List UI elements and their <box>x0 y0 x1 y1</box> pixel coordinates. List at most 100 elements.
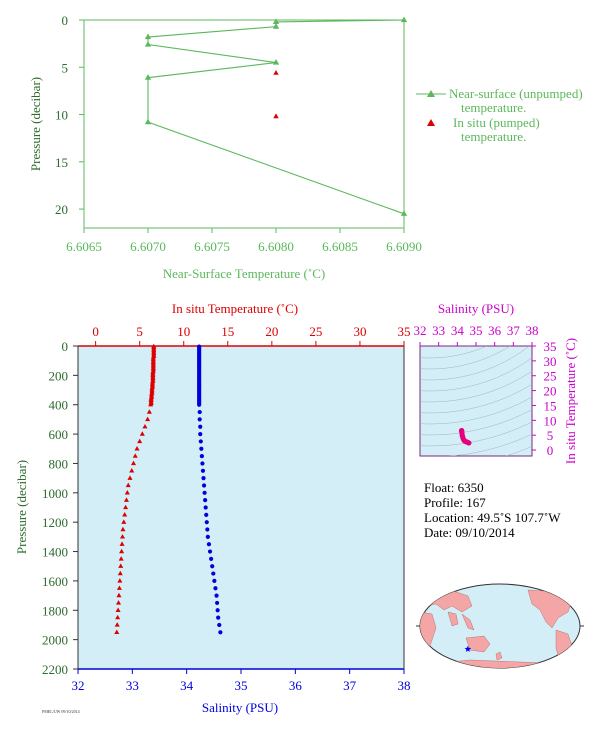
profile-top-tick-label: 10 <box>177 324 190 339</box>
profile-chart: 0 5 10 15 20 25 30 35 32 33 34 35 36 37 38 0 200 400 600… <box>14 301 411 715</box>
profile-top-tick-label: 30 <box>353 324 366 339</box>
near-surface-y-tick-label: 10 <box>55 108 68 123</box>
profile-top-tick-label: 5 <box>136 324 143 339</box>
salinity-point <box>215 608 220 613</box>
salinity-point <box>202 490 207 495</box>
profile-y-tick-label: 2000 <box>42 633 68 648</box>
profile-y-tick-label: 1600 <box>42 574 68 589</box>
ts-y-tick-label: 15 <box>544 398 557 413</box>
temperature-point <box>116 585 122 590</box>
salinity-point <box>212 578 217 584</box>
location: Location: 49.5˚S 107.7˚W <box>424 510 561 525</box>
profile-y-tick-label: 1800 <box>42 603 68 618</box>
legend-marker-pumped <box>427 119 435 126</box>
ts-plot-area <box>419 345 533 457</box>
near-surface-plot-area <box>83 19 405 229</box>
salinity-point <box>209 556 214 561</box>
temperature-point <box>115 614 121 620</box>
ts-y-axis-label: In situ Temperature (˚C) <box>563 338 578 464</box>
temperature-point <box>139 431 145 436</box>
temperature-point <box>137 438 143 444</box>
ts-y-tick-label: 30 <box>544 354 557 369</box>
temperature-point <box>120 526 126 532</box>
near-surface-x-tick-label: 6.6090 <box>386 239 422 254</box>
salinity-point <box>204 520 209 525</box>
temperature-point <box>127 475 133 480</box>
profile-y-tick-label: 600 <box>49 427 69 442</box>
near-surface-x-tick-label: 6.6075 <box>194 239 230 254</box>
ts-x-tick-label: 32 <box>414 323 427 338</box>
profile-bottom-tick-label: 37 <box>343 678 357 693</box>
float-location-marker <box>464 645 472 652</box>
world-map <box>416 583 584 669</box>
profile-bottom-tick-label: 32 <box>72 678 85 693</box>
ts-y-tick-label: 5 <box>547 428 554 443</box>
temperature-point <box>118 563 124 568</box>
temperature-point <box>119 534 126 539</box>
salinity-point <box>207 549 213 554</box>
ts-x-tick-label: 38 <box>526 323 539 338</box>
near-surface-chart: 6.6065 6.6070 6.6075 6.6080 6.6085 6.6090 0 5 1… <box>28 13 583 281</box>
ts-x-tick-label: 34 <box>451 323 465 338</box>
ts-y-tick-label: 20 <box>544 384 557 399</box>
salinity-point <box>213 586 218 591</box>
salinity-point <box>205 527 210 532</box>
temperature-point <box>119 541 125 546</box>
ts-y-tick-label: 0 <box>547 443 554 458</box>
profile-y-tick-label: 1000 <box>42 486 68 501</box>
near-surface-y-tick-label: 20 <box>55 202 68 217</box>
near-surface-unpumped-point <box>272 23 280 29</box>
profile-plot-area <box>78 346 404 669</box>
near-surface-legend: Near-surface (unpumped) temperature. In s… <box>416 86 583 144</box>
salinity-point <box>197 402 202 407</box>
legend-label-pumped: In situ (pumped) temperature. <box>453 115 540 144</box>
salinity-point <box>197 409 202 415</box>
ts-x-tick-label: 37 <box>507 323 521 338</box>
temperature-point <box>121 519 127 524</box>
temperature-point <box>116 592 122 598</box>
profile-bottom-tick-label: 33 <box>126 678 139 693</box>
temperature-point <box>125 482 131 488</box>
salinity-point <box>199 446 204 451</box>
date: Date: 09/10/2014 <box>424 525 515 540</box>
profile-bottom-tick-label: 36 <box>289 678 303 693</box>
ts-density-contours <box>420 346 532 456</box>
near-surface-unpumped-point <box>400 210 408 216</box>
profile-y-tick-label: 2200 <box>42 662 68 677</box>
ts-point <box>466 440 472 446</box>
temperature-point <box>118 556 124 561</box>
temperature-point <box>124 490 130 495</box>
salinity-point <box>211 571 216 576</box>
temperature-point <box>142 423 148 429</box>
salinity-point <box>216 615 221 620</box>
salinity-point <box>203 505 208 510</box>
salinity-point <box>206 542 212 547</box>
profile-bottom-tick-label: 35 <box>235 678 248 693</box>
legend-marker-unpumped <box>427 90 435 97</box>
near-surface-x-tick-label: 6.6080 <box>258 239 294 254</box>
salinity-point <box>204 512 209 517</box>
near-surface-pumped-point <box>273 113 279 119</box>
temperature-point <box>114 622 120 627</box>
near-surface-unpumped-point <box>272 18 280 24</box>
salinity-point <box>217 622 222 628</box>
profile-y-tick-label: 1400 <box>42 545 68 560</box>
near-surface-x-tick-label: 6.6070 <box>130 239 166 254</box>
profile-top-tick-label: 20 <box>265 324 278 339</box>
ts-y-tick-label: 35 <box>544 339 557 354</box>
temperature-point <box>132 453 138 458</box>
near-surface-unpumped-point <box>144 118 152 125</box>
float-info: Float: 6350 Profile: 167 Location: 49.5˚… <box>424 480 561 540</box>
profile-y-axis-label: Pressure (decibar) <box>14 460 29 554</box>
salinity-point <box>198 439 203 444</box>
profile-bottom-tick-label: 34 <box>180 678 194 693</box>
temperature-point <box>117 578 123 583</box>
salinity-point <box>203 498 208 503</box>
salinity-point <box>214 600 220 606</box>
ts-y-tick-label: 10 <box>544 413 557 428</box>
temperature-point <box>116 600 122 605</box>
profile-top-tick-label: 35 <box>398 324 411 339</box>
near-surface-unpumped-point <box>144 41 152 47</box>
near-surface-x-tick-label: 6.6065 <box>66 239 102 254</box>
profile-top-tick-label: 25 <box>309 324 322 339</box>
